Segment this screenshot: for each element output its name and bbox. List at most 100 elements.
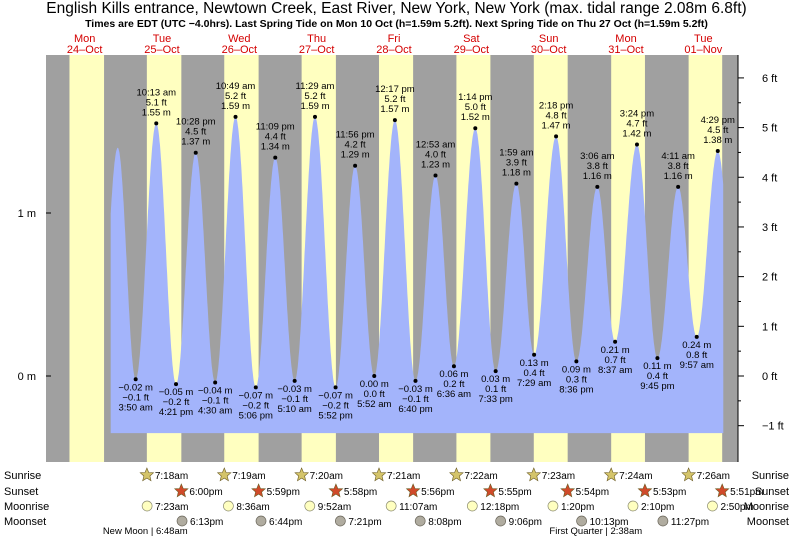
low-tide-marker bbox=[493, 369, 498, 374]
low-tide-label: 0.11 m bbox=[643, 361, 671, 372]
moon-phase-label: First Quarter | 2:38am bbox=[549, 526, 642, 537]
low-tide-label: 0.00 m bbox=[360, 379, 389, 390]
sunset-star-icon bbox=[405, 483, 421, 498]
low-tide-marker bbox=[574, 359, 579, 364]
low-tide-label: 0.3 ft bbox=[566, 374, 587, 385]
low-tide-label: −0.03 m bbox=[398, 384, 433, 395]
low-tide-label: −0.1 ft bbox=[402, 394, 429, 405]
high-tide-label: 1.16 m bbox=[583, 171, 612, 182]
moonrise-time: 7:23am bbox=[155, 502, 188, 513]
sunrise-star-icon bbox=[603, 467, 619, 482]
high-tide-label: 3.8 ft bbox=[668, 161, 689, 172]
moonrise-moon-icon bbox=[223, 500, 234, 512]
right-tick-label: 0 ft bbox=[762, 371, 777, 383]
tide-curve-area bbox=[110, 116, 724, 434]
high-tide-label: 4.5 ft bbox=[707, 125, 728, 136]
high-tide-label: 1:59 am bbox=[499, 148, 533, 159]
high-tide-label: 5.2 ft bbox=[384, 94, 405, 105]
sunrise-time: 7:20am bbox=[310, 471, 343, 482]
right-tick-label: 6 ft bbox=[762, 73, 777, 85]
low-tide-label: 0.24 m bbox=[682, 340, 711, 351]
low-tide-label: 8:36 pm bbox=[559, 384, 593, 395]
low-tide-label: 0.7 ft bbox=[605, 355, 626, 366]
high-tide-label: 1.47 m bbox=[542, 120, 571, 131]
low-tide-label: 6:36 am bbox=[437, 389, 471, 400]
high-tide-label: 4.2 ft bbox=[345, 140, 366, 151]
moonset-moon-icon bbox=[335, 515, 346, 527]
chart-subtitle: Times are EDT (UTC −4.0hrs). Last Spring… bbox=[85, 18, 708, 30]
moonrise-moon-icon bbox=[304, 500, 316, 512]
sunset-star-icon bbox=[328, 483, 344, 498]
high-tide-marker bbox=[392, 118, 397, 123]
high-tide-label: 4.5 ft bbox=[185, 127, 206, 138]
moonset-moon-icon bbox=[657, 515, 669, 527]
right-tick-label: 2 ft bbox=[762, 272, 777, 284]
low-tide-label: −0.04 m bbox=[198, 386, 233, 397]
low-tide-label: 7:29 am bbox=[517, 378, 551, 389]
high-tide-label: 12:17 pm bbox=[375, 84, 415, 95]
row-title-right: Moonrise bbox=[744, 501, 789, 513]
high-tide-label: 12:53 am bbox=[416, 140, 456, 151]
sunrise-star-icon bbox=[139, 467, 155, 482]
moon-phase-label: New Moon | 6:48am bbox=[103, 526, 188, 537]
sunset-time: 6:00pm bbox=[189, 487, 222, 498]
moonset-time: 11:27pm bbox=[671, 517, 709, 528]
high-tide-marker bbox=[634, 142, 639, 147]
right-tick-label: 4 ft bbox=[762, 172, 777, 184]
low-tide-marker bbox=[133, 377, 138, 382]
moonrise-time: 12:18pm bbox=[480, 502, 519, 513]
day-label-date: 30–Oct bbox=[531, 44, 566, 56]
moonrise-time: 2:10pm bbox=[641, 502, 674, 513]
sunrise-star-icon bbox=[526, 467, 542, 482]
low-tide-marker bbox=[613, 339, 618, 344]
day-labels: Mon24–OctTue25–OctWed26–OctThu27–OctFri2… bbox=[67, 33, 723, 56]
sunrise-time: 7:22am bbox=[464, 471, 497, 482]
low-tide-label: −0.03 m bbox=[277, 384, 312, 395]
low-tide-label: 0.0 ft bbox=[364, 389, 385, 400]
low-tide-label: 5:06 pm bbox=[239, 410, 273, 421]
high-tide-label: 1.55 m bbox=[142, 107, 171, 118]
low-tide-label: 3:50 am bbox=[119, 402, 153, 413]
sunset-time: 5:58pm bbox=[344, 487, 377, 498]
high-tide-marker bbox=[554, 134, 559, 139]
day-label-dow: Tue bbox=[153, 33, 172, 45]
low-tide-label: −0.07 m bbox=[318, 390, 353, 401]
high-tide-label: 4.8 ft bbox=[546, 110, 567, 121]
high-tide-marker bbox=[154, 121, 159, 126]
low-tide-label: −0.07 m bbox=[238, 390, 273, 401]
high-tide-label: 1.59 m bbox=[300, 101, 329, 112]
row-title-left: Moonset bbox=[4, 516, 46, 528]
axes: 0 m 1 m −1 ft 0 ft 1 ft 2 ft 3 ft 4 ft 5 ft 6 ft bbox=[18, 73, 784, 433]
moonset-time: 6:44pm bbox=[269, 517, 302, 528]
low-tide-label: 0.4 ft bbox=[524, 368, 545, 379]
low-tide-label: 6:40 pm bbox=[398, 404, 432, 415]
sunset-time: 5:59pm bbox=[267, 487, 300, 498]
low-tide-label: 0.21 m bbox=[601, 345, 630, 356]
high-tide-label: 1.16 m bbox=[664, 171, 693, 182]
moonrise-time: 1:20pm bbox=[561, 502, 594, 513]
left-tick-label: 1 m bbox=[18, 208, 36, 220]
day-label-date: 31–Oct bbox=[608, 44, 643, 56]
moonset-time: 7:21pm bbox=[348, 517, 381, 528]
day-label-date: 28–Oct bbox=[376, 44, 411, 56]
sunrise-star-icon bbox=[681, 467, 697, 482]
sunrise-time: 7:24am bbox=[619, 471, 652, 482]
low-tide-marker bbox=[333, 385, 338, 390]
moonrise-moon-icon bbox=[466, 500, 478, 512]
low-tide-label: −0.1 ft bbox=[202, 396, 229, 407]
low-tide-label: 0.8 ft bbox=[686, 350, 707, 361]
low-tide-label: 5:52 pm bbox=[318, 410, 352, 421]
sunset-star-icon bbox=[251, 483, 267, 498]
high-tide-label: 10:28 pm bbox=[176, 117, 216, 128]
day-label-date: 01–Nov bbox=[684, 44, 722, 56]
row-title-right: Moonset bbox=[747, 516, 789, 528]
row-title-right: Sunset bbox=[755, 486, 789, 498]
low-tide-marker bbox=[694, 334, 699, 339]
low-tide-label: 0.09 m bbox=[562, 364, 591, 375]
low-tide-label: 5:52 am bbox=[357, 399, 391, 410]
high-tide-label: 3.8 ft bbox=[587, 161, 608, 172]
moonrise-moon-icon bbox=[547, 500, 559, 512]
low-tide-label: −0.1 ft bbox=[281, 394, 308, 405]
moonset-time: 10:13pm bbox=[590, 517, 629, 528]
day-label-dow: Mon bbox=[74, 33, 95, 45]
